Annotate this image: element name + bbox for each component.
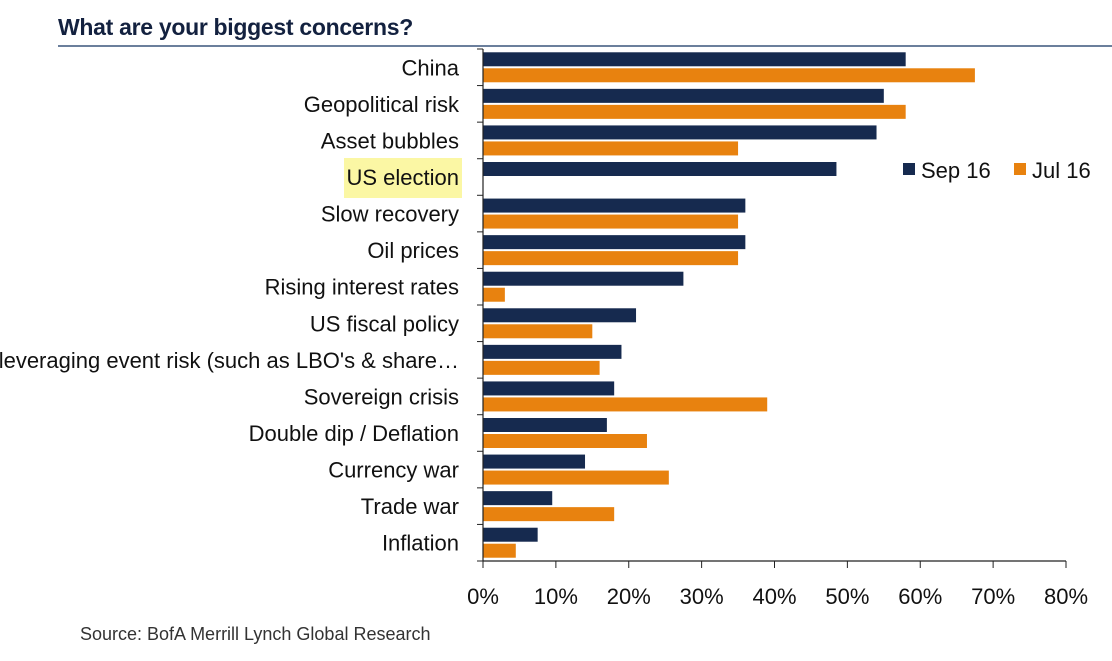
category-label-china: China [402,55,460,80]
bar-sep-16-inflation [483,527,538,542]
bar-sep-16-double-dip-deflation [483,418,607,432]
x-tick-label-40: 40% [752,584,796,609]
category-label-slow-recovery: Slow recovery [321,202,459,227]
bar-jul-16-asset-bubbles [483,141,739,156]
x-tick-label-10: 10% [534,584,578,609]
bar-sep-16-releveraging-event-risk-such-as-lbo-s-share [483,344,622,359]
bar-jul-16-china [483,68,975,83]
bar-jul-16-trade-war [483,507,615,522]
category-label-trade-war: Trade war [361,494,459,519]
legend-label-jul-16: Jul 16 [1032,158,1091,183]
category-label-releveraging-event-risk-such-as-lbo-s-share: Releveraging event risk (such as LBO's &… [0,348,459,373]
chart-title: What are your biggest concerns? [58,14,413,40]
x-tick-label-50: 50% [825,584,869,609]
bar-sep-16-asset-bubbles [483,125,877,140]
source-note: Source: BofA Merrill Lynch Global Resear… [80,624,431,644]
bar-sep-16-trade-war [483,491,553,506]
bar-sep-16-us-election [483,162,837,176]
bar-jul-16-us-fiscal-policy [483,324,593,339]
x-tick-label-80: 80% [1044,584,1088,609]
bar-sep-16-rising-interest-rates [483,271,684,286]
category-label-oil-prices: Oil prices [367,238,459,263]
bar-sep-16-oil-prices [483,235,746,250]
bar-jul-16-slow-recovery [483,214,739,229]
bar-jul-16-inflation [483,543,516,558]
category-label-double-dip-deflation: Double dip / Deflation [249,421,459,446]
bar-sep-16-slow-recovery [483,198,746,213]
category-label-rising-interest-rates: Rising interest rates [265,275,459,300]
category-label-inflation: Inflation [382,531,459,556]
legend-swatch-jul-16 [1014,163,1026,175]
bar-jul-16-rising-interest-rates [483,287,505,302]
legend-label-sep-16: Sep 16 [921,158,991,183]
x-tick-label-20: 20% [607,584,651,609]
bar-sep-16-china [483,52,906,67]
bar-sep-16-sovereign-crisis [483,381,615,396]
highlight-us-election [344,158,462,198]
bar-jul-16-currency-war [483,470,669,485]
legend-swatch-sep-16 [903,163,915,175]
x-tick-label-0: 0% [467,584,499,609]
category-label-us-fiscal-policy: US fiscal policy [310,311,459,336]
x-tick-label-30: 30% [680,584,724,609]
category-label-asset-bubbles: Asset bubbles [321,128,459,153]
x-tick-label-60: 60% [898,584,942,609]
bar-jul-16-double-dip-deflation [483,434,647,448]
category-label-currency-war: Currency war [328,458,459,483]
bar-jul-16-geopolitical-risk [483,104,906,119]
bar-jul-16-oil-prices [483,251,739,266]
bar-sep-16-geopolitical-risk [483,88,884,103]
category-label-us-election: US election [346,165,459,190]
bar-jul-16-releveraging-event-risk-such-as-lbo-s-share [483,360,600,375]
category-label-geopolitical-risk: Geopolitical risk [304,92,460,117]
category-label-sovereign-crisis: Sovereign crisis [304,384,459,409]
bar-sep-16-us-fiscal-policy [483,308,637,323]
bar-sep-16-currency-war [483,454,586,469]
title-rule [58,45,1112,47]
x-tick-label-70: 70% [971,584,1015,609]
bar-jul-16-sovereign-crisis [483,397,768,412]
